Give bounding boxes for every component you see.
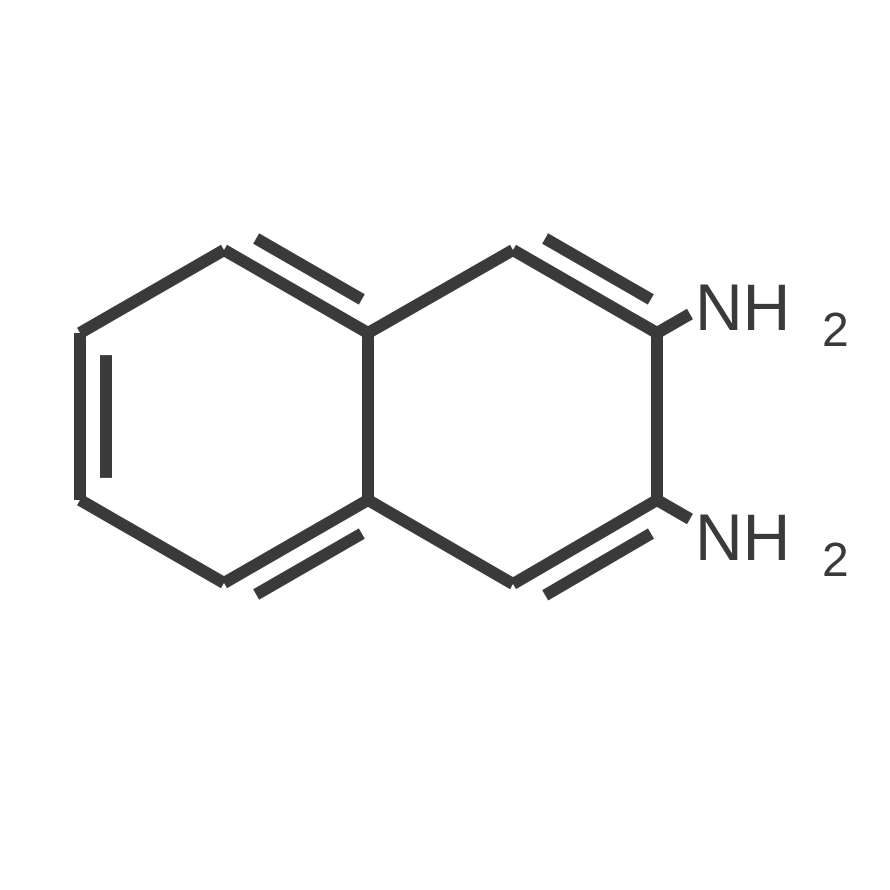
- bond: [368, 250, 513, 333]
- bond-inner: [256, 239, 362, 300]
- amine-top-subscript: 2: [822, 304, 849, 357]
- amine-top-label: NH: [695, 270, 790, 344]
- bond-inner: [545, 534, 651, 596]
- bond: [80, 500, 224, 583]
- substituent-bond: [657, 314, 690, 333]
- amine-bottom-subscript: 2: [822, 534, 849, 587]
- amine-bottom-label: NH: [695, 500, 790, 574]
- bond: [368, 500, 513, 584]
- molecule-diagram: NH 2 NH 2: [0, 0, 890, 890]
- bond-inner: [256, 534, 362, 595]
- bond: [80, 250, 224, 333]
- bond-inner: [545, 239, 651, 300]
- substituent-bond: [657, 500, 690, 519]
